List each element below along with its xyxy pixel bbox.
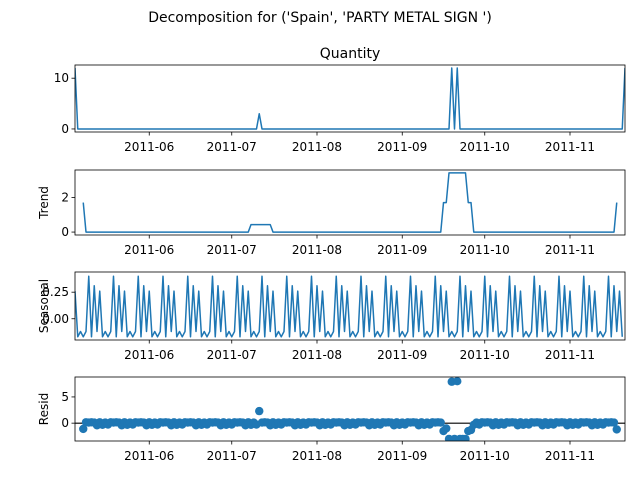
- x-tick-label: 2011-10: [460, 140, 510, 154]
- y-tick-label: 2: [61, 191, 69, 205]
- x-tick-label: 2011-11: [545, 348, 595, 362]
- line-seasonal: [75, 275, 623, 338]
- axes-frame: [74, 271, 626, 341]
- resid-point: [255, 406, 264, 416]
- x-tick-label: 2011-09: [377, 449, 427, 463]
- axes-frame: [74, 169, 626, 236]
- x-tick-label: 2011-06: [124, 243, 174, 257]
- x-tick-label: 2011-07: [207, 140, 257, 154]
- x-tick-label: 2011-08: [292, 348, 342, 362]
- x-tick-label: 2011-09: [377, 140, 427, 154]
- x-tick-label: 2011-07: [207, 348, 257, 362]
- x-tick-label: 2011-07: [207, 243, 257, 257]
- resid-point: [461, 434, 470, 441]
- x-tick-label: 2011-11: [545, 243, 595, 257]
- panel-quantity: Quantity 0 10 2011-06 2011-07 2011-08 2011-09 2…: [54, 46, 626, 154]
- y-tick-label: 0: [61, 225, 69, 239]
- y-axis-label: Seasonal: [37, 279, 51, 333]
- y-tick-label: 0: [61, 416, 69, 430]
- figure-title: Decomposition for ('Spain', 'PARTY METAL…: [148, 10, 492, 26]
- line-quantity: [75, 67, 625, 130]
- x-tick-label: 2011-08: [292, 243, 342, 257]
- y-tick-label: 0.25: [42, 285, 69, 299]
- resid-point: [609, 418, 619, 427]
- series-seasonal: [75, 275, 623, 338]
- resid-point: [453, 377, 462, 386]
- series-quantity: [75, 67, 625, 130]
- y-axis-label: Trend: [37, 186, 51, 220]
- x-tick-label: 2011-06: [124, 140, 174, 154]
- resid-point: [612, 425, 621, 434]
- line-trend: [82, 172, 618, 233]
- y-tick-label: 5: [61, 390, 69, 404]
- x-tick-label: 2011-08: [292, 449, 342, 463]
- y-tick-label: 10: [54, 71, 69, 85]
- panel-title: Quantity: [320, 46, 381, 62]
- series-trend: [82, 172, 618, 233]
- x-tick-label: 2011-11: [545, 449, 595, 463]
- x-tick-label: 2011-06: [124, 348, 174, 362]
- series-resid: [75, 377, 625, 441]
- resid-point: [442, 424, 451, 433]
- y-tick-label: 0: [61, 122, 69, 136]
- axes-frame: [74, 64, 626, 133]
- x-tick-label: 2011-08: [292, 140, 342, 154]
- y-axis-label: Resid: [37, 393, 51, 425]
- panel-resid: Resid 0 5 2011-06 2011-07 2011-08 2011-09 2011-…: [37, 376, 626, 463]
- y-tick-label: 0.00: [42, 312, 69, 326]
- x-tick-label: 2011-10: [460, 348, 510, 362]
- x-tick-label: 2011-06: [124, 449, 174, 463]
- x-tick-label: 2011-07: [207, 449, 257, 463]
- resid-point: [79, 424, 88, 434]
- x-tick-label: 2011-11: [545, 140, 595, 154]
- x-tick-label: 2011-10: [460, 449, 510, 463]
- x-tick-label: 2011-09: [377, 348, 427, 362]
- x-tick-label: 2011-09: [377, 243, 427, 257]
- axes-frame: [74, 376, 626, 442]
- x-tick-label: 2011-10: [460, 243, 510, 257]
- panel-trend: Trend 0 2 2011-06 2011-07 2011-08 2011-09 2011-…: [37, 169, 626, 257]
- resid-point: [436, 418, 445, 427]
